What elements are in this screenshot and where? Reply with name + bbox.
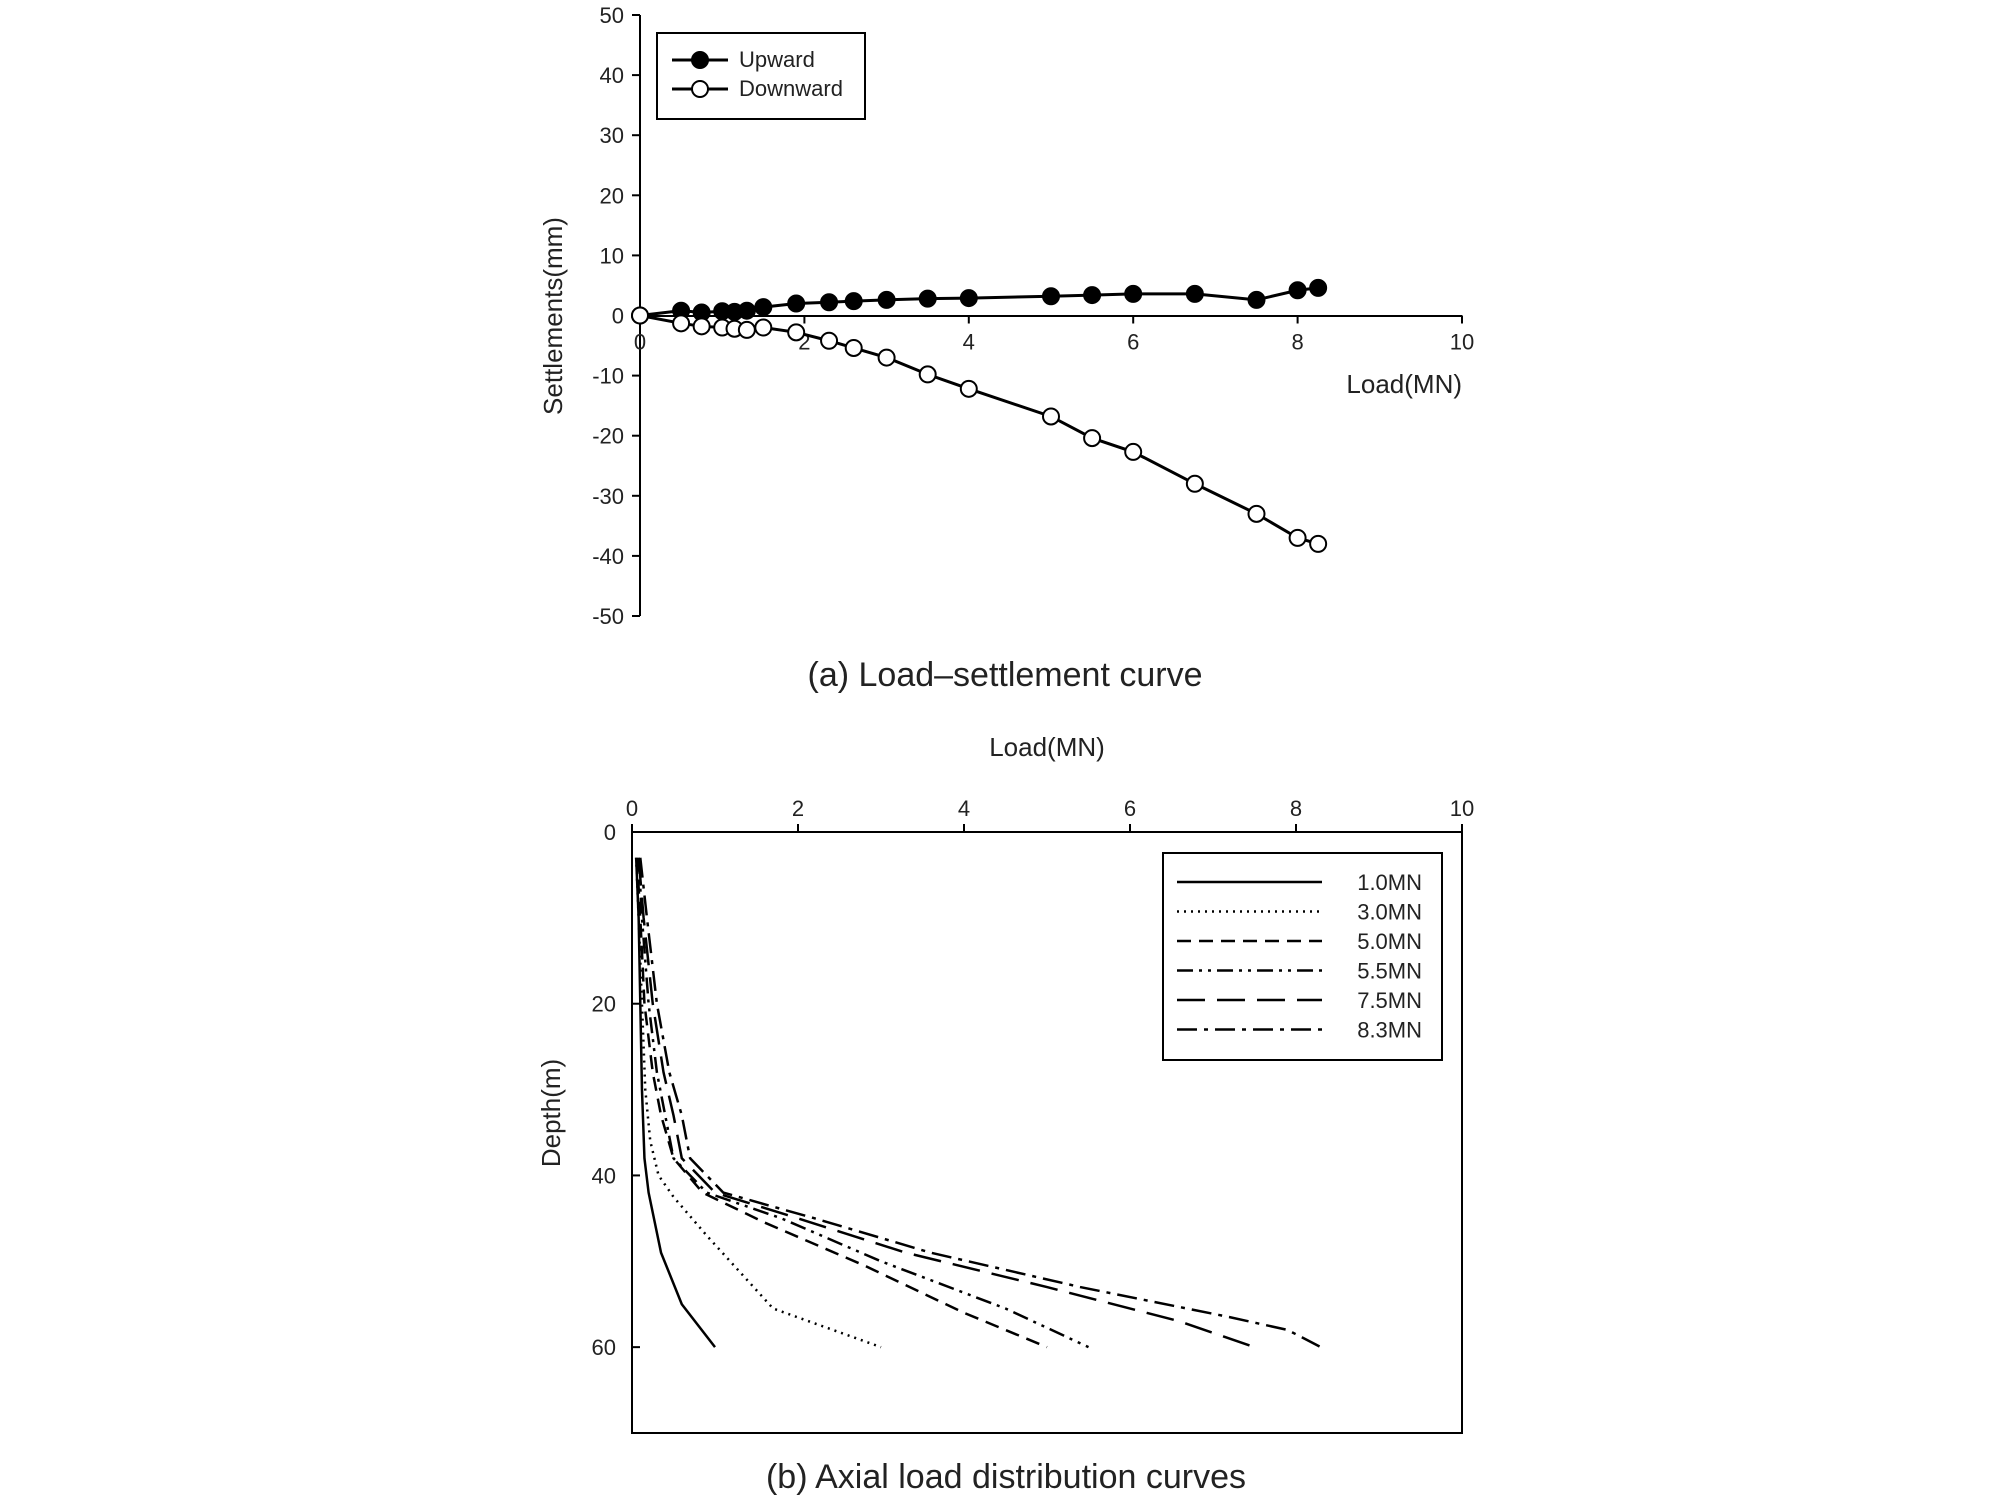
data-point-downward bbox=[692, 317, 711, 336]
legend-label-upward: Upward bbox=[739, 47, 815, 72]
data-point-downward bbox=[1309, 534, 1328, 553]
x-tick-label-b: 2 bbox=[792, 796, 804, 821]
data-point-upward bbox=[918, 289, 937, 308]
y-tick-label-a: 50 bbox=[600, 3, 624, 28]
data-point-downward bbox=[787, 323, 806, 342]
data-point-downward bbox=[1288, 528, 1307, 547]
y-tick-label-a: -10 bbox=[592, 364, 624, 389]
data-point-upward bbox=[1247, 290, 1266, 309]
data-point-downward bbox=[959, 379, 978, 398]
legend-marker-downward bbox=[691, 80, 709, 98]
y-tick-label-b: 60 bbox=[592, 1335, 616, 1360]
data-point-downward bbox=[1083, 429, 1102, 448]
x-axis-label-a: Load(MN) bbox=[1346, 369, 1462, 399]
data-point-upward bbox=[877, 290, 896, 309]
y-axis-label-b: Depth(m) bbox=[536, 1059, 566, 1167]
series-line-downward bbox=[639, 314, 1319, 546]
caption-a: (a) Load–settlement curve bbox=[808, 656, 1203, 694]
legend-label-7-5mn: 7.5MN bbox=[1357, 988, 1422, 1013]
data-point-downward bbox=[918, 365, 937, 384]
data-point-downward bbox=[844, 338, 863, 357]
data-point-upward bbox=[820, 293, 839, 312]
series-line-8-3mn bbox=[639, 857, 1322, 1349]
y-axis-label-a: Settlements(mm) bbox=[538, 217, 568, 415]
y-tick-label-a: -30 bbox=[592, 484, 624, 509]
x-tick-label-b: 8 bbox=[1290, 796, 1302, 821]
data-point-upward bbox=[1288, 281, 1307, 300]
data-point-upward bbox=[754, 298, 773, 317]
x-tick-label-b: 10 bbox=[1450, 796, 1474, 821]
data-point-upward bbox=[844, 292, 863, 311]
data-point-downward bbox=[737, 320, 756, 339]
y-tick-label-b: 0 bbox=[604, 820, 616, 845]
y-tick-label-a: -50 bbox=[592, 604, 624, 629]
legend-label-1-0mn: 1.0MN bbox=[1357, 870, 1422, 895]
data-point-downward bbox=[1185, 474, 1204, 493]
data-point-upward bbox=[1185, 284, 1204, 303]
legend-b: 1.0MN 3.0MN 5.0MN 5.5MN 7.5MN 8.3MN bbox=[1162, 852, 1443, 1061]
series-line-5-5mn bbox=[637, 857, 1090, 1349]
x-axis-label-b: Load(MN) bbox=[989, 732, 1105, 762]
x-tick-label-b: 0 bbox=[626, 796, 638, 821]
data-point-downward bbox=[877, 348, 896, 367]
data-point-upward bbox=[1083, 286, 1102, 305]
legend-box-b bbox=[1162, 852, 1443, 1061]
data-point-upward bbox=[1309, 278, 1328, 297]
data-point-downward bbox=[820, 331, 839, 350]
y-tick-label-a: 20 bbox=[600, 183, 624, 208]
y-tick-label-a: 0 bbox=[612, 304, 624, 329]
legend-a: Upward Downward bbox=[656, 32, 866, 120]
y-tick-label-a: 30 bbox=[600, 123, 624, 148]
series-line-5-0mn bbox=[635, 857, 1048, 1349]
data-point-downward bbox=[672, 314, 691, 333]
legend-label-5-5mn: 5.5MN bbox=[1357, 959, 1422, 984]
data-point-upward bbox=[737, 301, 756, 320]
data-point-upward bbox=[959, 289, 978, 308]
y-tick-label-b: 20 bbox=[592, 992, 616, 1017]
x-tick-label-a: 4 bbox=[963, 330, 975, 355]
y-tick-label-a: -20 bbox=[592, 424, 624, 449]
x-tick-label-a: 10 bbox=[1450, 330, 1474, 355]
legend-label-downward: Downward bbox=[739, 76, 843, 101]
caption-b: (b) Axial load distribution curves bbox=[766, 1458, 1246, 1496]
data-point-downward bbox=[631, 306, 649, 325]
x-tick-label-b: 4 bbox=[958, 796, 970, 821]
legend-box-a bbox=[656, 32, 866, 120]
x-tick-label-b: 6 bbox=[1124, 796, 1136, 821]
data-point-downward bbox=[1247, 504, 1266, 523]
y-tick-label-a: -40 bbox=[592, 544, 624, 569]
legend-label-8-3mn: 8.3MN bbox=[1357, 1018, 1422, 1043]
series-line-7-5mn bbox=[637, 857, 1255, 1349]
y-tick-label-a: 40 bbox=[600, 63, 624, 88]
plot-frame-b bbox=[631, 831, 1463, 1434]
legend-marker-upward bbox=[691, 51, 709, 69]
series-line-1-0mn bbox=[634, 857, 716, 1348]
y-tick-label-b: 40 bbox=[592, 1163, 616, 1188]
data-point-upward bbox=[1042, 287, 1060, 306]
x-tick-label-a: 6 bbox=[1127, 330, 1139, 355]
axial-load-chart: 0 20 40 60 0 2 4 6 8 10 Load(MN) Depth(m) 1.0MN 3… bbox=[536, 732, 1474, 1496]
data-point-downward bbox=[1042, 407, 1060, 426]
x-tick-label-a: 8 bbox=[1291, 330, 1303, 355]
data-point-upward bbox=[787, 294, 806, 313]
series-line-3-0mn bbox=[634, 857, 882, 1349]
legend-label-3-0mn: 3.0MN bbox=[1357, 900, 1422, 925]
y-tick-label-a: 10 bbox=[600, 243, 624, 268]
x-tick-label-a: 0 bbox=[634, 330, 646, 355]
data-point-downward bbox=[1124, 442, 1143, 461]
data-point-upward bbox=[1124, 284, 1143, 303]
data-point-downward bbox=[754, 318, 773, 337]
legend-label-5-0mn: 5.0MN bbox=[1357, 929, 1422, 954]
